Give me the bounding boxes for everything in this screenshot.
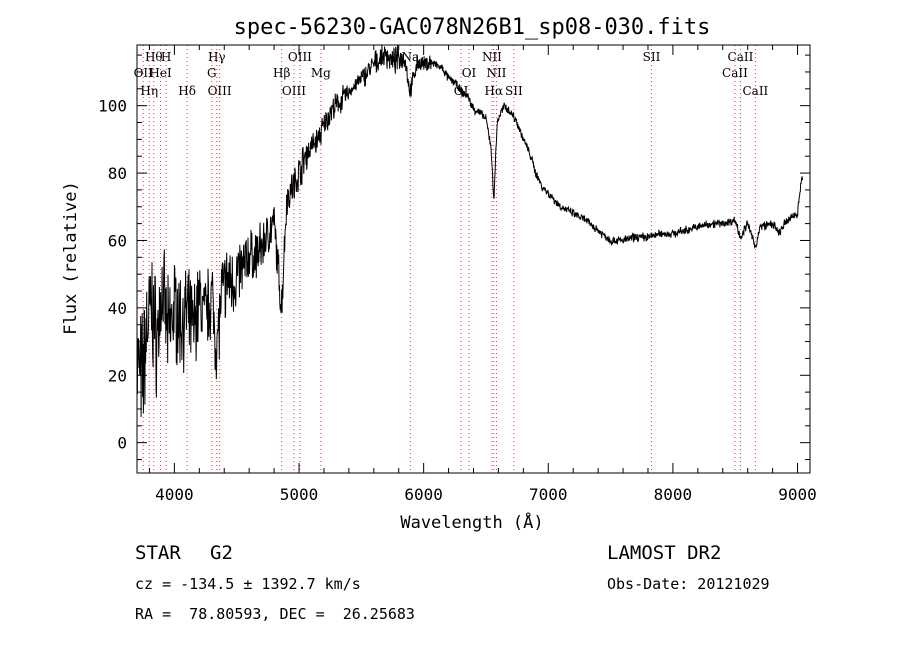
y-tick-label: 40 bbox=[108, 299, 127, 318]
spectral-line-label: NII bbox=[486, 66, 506, 80]
spectral-line-label: OIII bbox=[288, 50, 312, 64]
coordinates: RA = 78.80593, DEC = 26.25683 bbox=[135, 605, 415, 623]
object-subclass: G2 bbox=[210, 542, 233, 564]
spectral-line-label: SII bbox=[505, 84, 523, 98]
redshift-readout: cz = -134.5 ± 1392.7 km/s bbox=[135, 575, 361, 593]
y-axis: 0 20 40 60 80 100 bbox=[98, 54, 810, 461]
x-tick-label: 4000 bbox=[155, 485, 194, 504]
spectral-line-label: Hα bbox=[485, 84, 504, 98]
obs-date: Obs-Date: 20121029 bbox=[607, 575, 770, 593]
y-tick-label: 0 bbox=[117, 434, 127, 453]
spectral-line-label: CaII bbox=[722, 66, 748, 80]
spectral-line-label: SII bbox=[643, 50, 661, 64]
x-tick-label: 5000 bbox=[280, 485, 319, 504]
y-tick-label: 100 bbox=[98, 97, 127, 116]
x-axis: 4000 5000 6000 7000 8000 9000 bbox=[148, 45, 817, 504]
spectral-line-label: G bbox=[207, 66, 217, 80]
x-tick-label: 8000 bbox=[654, 485, 693, 504]
spectral-line-label: OII bbox=[134, 66, 154, 80]
spectral-line-label: Hδ bbox=[178, 84, 196, 98]
spectral-line-label: NII bbox=[482, 50, 502, 64]
spectral-line-label: Hγ bbox=[208, 50, 226, 64]
spectral-line-labels: OIIHηHθHeIHHδGHγOIIIHβOIIIOIIIMgNaOIOINI… bbox=[134, 50, 769, 98]
spectral-line-label: HeI bbox=[149, 66, 172, 80]
spectrum-series-line bbox=[136, 44, 803, 418]
spectral-line-label: OI bbox=[462, 66, 477, 80]
y-tick-label: 80 bbox=[108, 164, 127, 183]
spectral-line-label: CaII bbox=[742, 84, 768, 98]
spectral-line-label: Hθ bbox=[145, 50, 163, 64]
spectral-line-label: CaII bbox=[728, 50, 754, 64]
x-tick-label: 7000 bbox=[529, 485, 568, 504]
spectral-line-label: OIII bbox=[208, 84, 232, 98]
spectral-line-label: Hη bbox=[140, 84, 158, 98]
object-class: STAR bbox=[135, 542, 181, 564]
y-tick-label: 20 bbox=[108, 366, 127, 385]
y-axis-label: Flux (relative) bbox=[61, 181, 81, 335]
spectral-line-label: Hβ bbox=[273, 66, 290, 80]
x-tick-label: 9000 bbox=[778, 485, 817, 504]
survey-name: LAMOST DR2 bbox=[607, 542, 722, 564]
spectral-line-label: Mg bbox=[311, 66, 331, 80]
y-tick-label: 60 bbox=[108, 231, 127, 250]
spectral-line-markers bbox=[142, 45, 756, 473]
x-tick-label: 6000 bbox=[404, 485, 443, 504]
spectral-line-label: H bbox=[161, 50, 171, 64]
x-axis-label: Wavelength (Å) bbox=[400, 511, 543, 533]
spectral-line-label: OIII bbox=[282, 84, 306, 98]
chart-title: spec-56230-GAC078N26B1_sp08-030.fits bbox=[234, 15, 711, 40]
